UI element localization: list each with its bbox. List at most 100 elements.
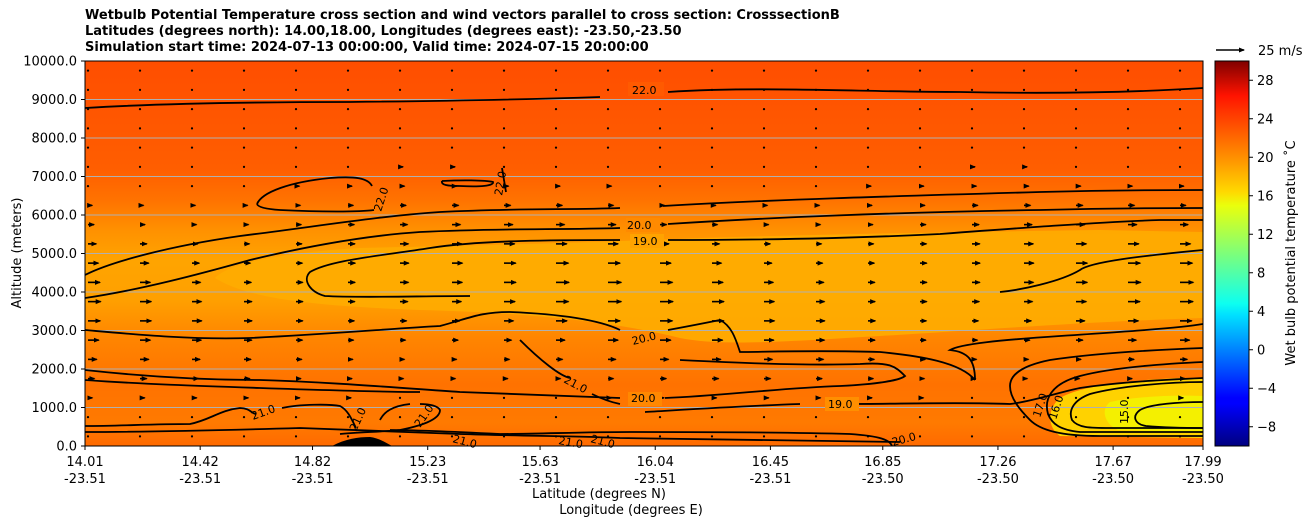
wind-vector bbox=[86, 146, 90, 149]
y-tick-label: 7000.0 bbox=[32, 170, 78, 185]
wind-vector bbox=[502, 108, 506, 111]
contour-label: 20.0 bbox=[631, 329, 658, 348]
wind-vector bbox=[814, 127, 818, 130]
wind-vector bbox=[86, 435, 90, 438]
terrain bbox=[332, 437, 392, 446]
contour-20-low bbox=[85, 359, 907, 399]
wind-vector bbox=[814, 88, 818, 91]
wind-vector bbox=[918, 108, 922, 111]
wind-vector bbox=[190, 435, 194, 438]
x-tick-label-longitude: -23.50 bbox=[1182, 472, 1224, 487]
contour-21-top bbox=[85, 189, 1203, 276]
wind-vector bbox=[398, 127, 402, 130]
y-tick-label: 5000.0 bbox=[32, 247, 78, 262]
contour-sfc-21-west bbox=[85, 403, 357, 429]
wind-vector bbox=[294, 165, 298, 168]
x-tick-label-longitude: -23.51 bbox=[179, 472, 221, 487]
contour-label: 19.0 bbox=[828, 398, 853, 411]
wind-vector bbox=[398, 435, 402, 438]
wind-vector bbox=[970, 108, 974, 111]
contour-17 bbox=[1046, 361, 1203, 433]
colorbar-tick-label: 4 bbox=[1257, 305, 1265, 320]
wind-vector bbox=[1178, 146, 1182, 149]
colorbar-tick-label: 12 bbox=[1257, 228, 1274, 243]
wind-vector bbox=[242, 165, 246, 168]
wind-vector bbox=[1074, 146, 1078, 149]
wind-vector bbox=[554, 416, 558, 419]
wind-vector bbox=[1074, 165, 1078, 168]
x-tick-label-latitude: 15.63 bbox=[521, 455, 558, 470]
contour-sfc-21-ext bbox=[389, 429, 893, 446]
wind-vector bbox=[658, 127, 662, 130]
wind-vector bbox=[606, 416, 610, 419]
wind-vector bbox=[190, 146, 194, 149]
wind-vector bbox=[554, 396, 558, 399]
y-axis-label: Altitude (meters) bbox=[10, 198, 25, 309]
x-axis-label-latitude: Latitude (degrees N) bbox=[532, 487, 666, 502]
wind-vector bbox=[606, 435, 610, 438]
contour-label: 15.0 bbox=[1118, 400, 1131, 425]
wind-vector bbox=[866, 69, 870, 72]
wind-vector bbox=[1178, 88, 1182, 91]
wind-vector bbox=[1126, 165, 1130, 168]
colorbar-tick-label: 16 bbox=[1257, 189, 1274, 204]
wind-vector bbox=[190, 127, 194, 130]
wind-vector bbox=[450, 108, 454, 111]
wind-vector bbox=[346, 146, 350, 149]
wind-vector bbox=[918, 435, 922, 438]
wind-vector bbox=[970, 69, 974, 72]
wind-vector bbox=[1126, 69, 1130, 72]
contour-22-upper bbox=[85, 87, 1203, 109]
wind-vector bbox=[86, 185, 90, 188]
wind-vector bbox=[86, 127, 90, 130]
wind-vector bbox=[1074, 69, 1078, 72]
wind-vector bbox=[346, 88, 350, 91]
wind-vector bbox=[294, 88, 298, 91]
x-tick-label-longitude: -23.50 bbox=[862, 472, 904, 487]
chart-title-line-2: Latitudes (degrees north): 14.00,18.00, … bbox=[85, 24, 682, 39]
wind-vector bbox=[450, 88, 454, 91]
wind-vector bbox=[242, 435, 246, 438]
wind-vector bbox=[398, 396, 402, 399]
wind-vector bbox=[294, 69, 298, 72]
wind-vector bbox=[710, 165, 714, 168]
y-tick-label: 2000.0 bbox=[32, 363, 78, 378]
wind-vector bbox=[1022, 108, 1026, 111]
x-tick-label-latitude: 14.42 bbox=[182, 455, 219, 470]
wind-vector bbox=[346, 69, 350, 72]
wind-vector bbox=[502, 396, 506, 399]
contour-20-top bbox=[85, 207, 1203, 299]
wind-vector bbox=[242, 146, 246, 149]
wind-vector bbox=[242, 108, 246, 111]
wind-vector bbox=[762, 146, 766, 149]
wind-vector bbox=[398, 69, 402, 72]
wind-vector bbox=[918, 416, 922, 419]
wind-vector bbox=[866, 416, 870, 419]
wind-vector bbox=[1074, 435, 1078, 438]
wind-vector bbox=[710, 185, 714, 188]
wind-vector bbox=[1022, 435, 1026, 438]
wind-vector bbox=[1178, 108, 1182, 111]
wind-vector bbox=[1074, 127, 1078, 130]
y-tick-label: 10000.0 bbox=[23, 55, 77, 70]
wind-vector bbox=[450, 127, 454, 130]
wind-vector bbox=[138, 108, 142, 111]
wind-vector bbox=[1178, 127, 1182, 130]
wind-vector bbox=[762, 165, 766, 168]
x-axis-label-longitude: Longitude (degrees E) bbox=[559, 503, 703, 518]
contour-label: 20.0 bbox=[890, 430, 917, 449]
wind-vector bbox=[762, 108, 766, 111]
colorbar-tick-label: 20 bbox=[1257, 151, 1274, 166]
chart-title-line-1: Wetbulb Potential Temperature cross sect… bbox=[85, 8, 840, 23]
wind-vector bbox=[554, 88, 558, 91]
wind-vector bbox=[450, 146, 454, 149]
y-tick-label: 9000.0 bbox=[32, 93, 78, 108]
x-tick-label-latitude: 14.82 bbox=[294, 455, 331, 470]
wind-vector bbox=[346, 108, 350, 111]
y-tick-label: 6000.0 bbox=[32, 209, 78, 224]
wind-vector bbox=[710, 69, 714, 72]
contour-19-core bbox=[305, 219, 1203, 298]
contour-22-blob-mid bbox=[441, 179, 494, 188]
wind-vector bbox=[918, 127, 922, 130]
